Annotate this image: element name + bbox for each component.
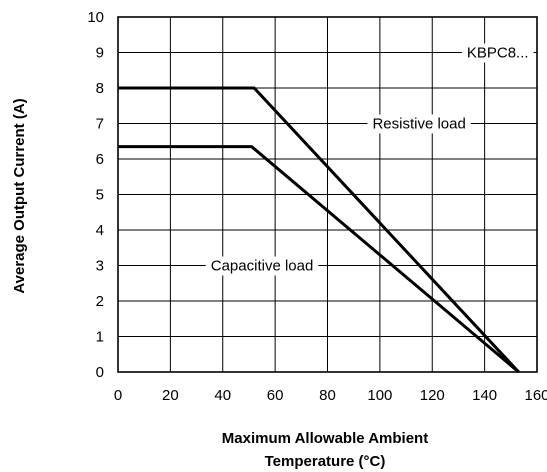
x-axis-label-line-2: Temperature (°C) bbox=[265, 453, 386, 470]
y-axis-label: Average Output Current (A) bbox=[11, 98, 28, 293]
annotation-background bbox=[461, 43, 534, 63]
x-tick-label: 120 bbox=[420, 387, 445, 404]
y-tick-label: 8 bbox=[96, 80, 104, 97]
x-tick-label: 20 bbox=[162, 387, 179, 404]
x-tick-label: 60 bbox=[267, 387, 284, 404]
y-tick-label: 0 bbox=[96, 364, 104, 381]
y-tick-label: 4 bbox=[96, 222, 104, 239]
series-lines bbox=[118, 86, 520, 374]
x-tick-label: 160 bbox=[524, 387, 547, 404]
annotation-label: KBPC8... bbox=[467, 45, 529, 62]
x-tick-label: 100 bbox=[367, 387, 392, 404]
x-tick-label: 40 bbox=[214, 387, 231, 404]
series-line bbox=[118, 86, 520, 374]
x-tick-label: 140 bbox=[472, 387, 497, 404]
annotation-background bbox=[367, 114, 471, 134]
annotation-label: Capacitive load bbox=[211, 258, 314, 275]
y-tick-label: 10 bbox=[87, 9, 104, 26]
x-axis-label-line-1: Maximum Allowable Ambient bbox=[222, 430, 428, 447]
y-tick-label: 2 bbox=[96, 293, 104, 310]
annotations: KBPC8... Resistive load Capacitive load bbox=[205, 43, 534, 276]
x-tick-label: 0 bbox=[114, 387, 122, 404]
annotation-label: Resistive load bbox=[372, 116, 465, 133]
x-tick-label: 80 bbox=[319, 387, 336, 404]
y-tick-label: 3 bbox=[96, 258, 104, 275]
annotation-background bbox=[205, 256, 319, 276]
y-tick-label: 5 bbox=[96, 187, 104, 204]
y-tick-label: 9 bbox=[96, 45, 104, 62]
y-tick-label: 6 bbox=[96, 151, 104, 168]
tick-labels: 0 20 40 60 80 100 120 140 160 0 1 2 3 4 5 6 7 8 9 10 bbox=[87, 9, 547, 404]
plot-frame bbox=[117, 16, 538, 373]
grid-lines bbox=[118, 17, 537, 372]
series-line bbox=[118, 145, 520, 374]
y-tick-label: 1 bbox=[96, 329, 104, 346]
y-tick-label: 7 bbox=[96, 116, 104, 133]
